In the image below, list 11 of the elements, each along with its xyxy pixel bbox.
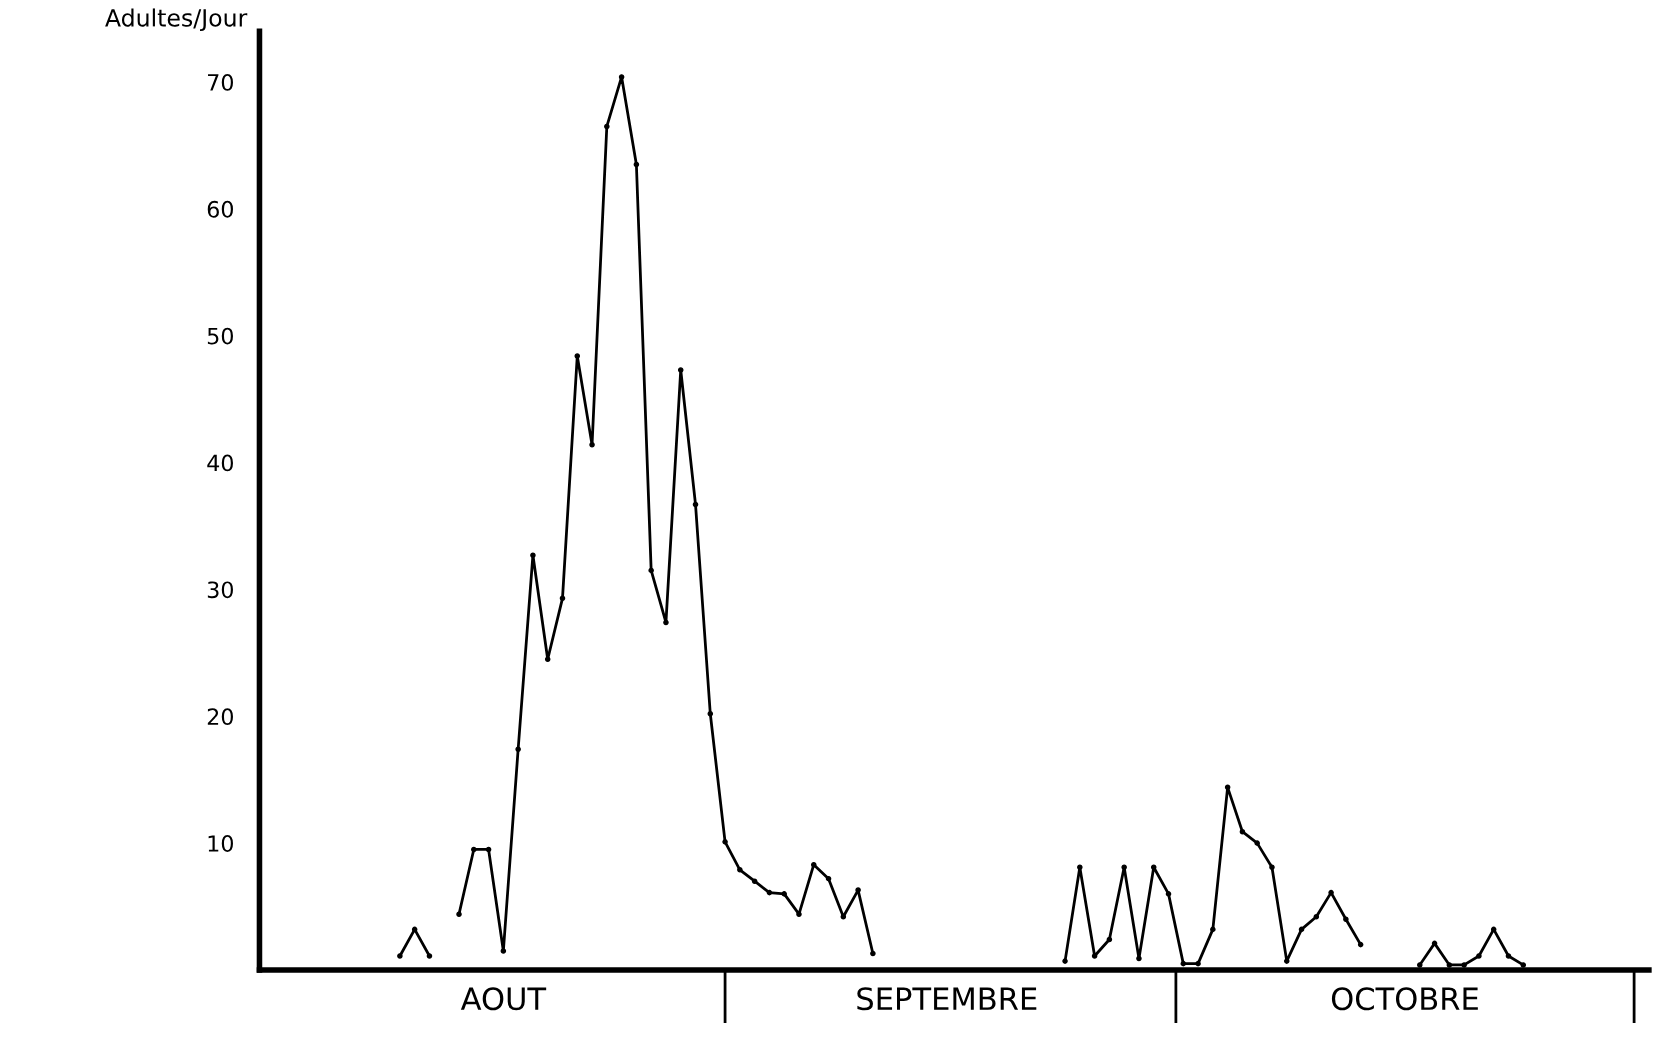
x-tick-label: AOUT <box>460 987 547 1011</box>
y-tick-label: 10 <box>208 835 233 852</box>
y-tick-label: 20 <box>207 708 233 726</box>
y-tick-label: 70 <box>208 73 233 91</box>
y-tick-label: 30 <box>207 581 233 599</box>
y-tick-label: 50 <box>207 327 233 345</box>
y-tick-label: 60 <box>207 200 233 218</box>
y-axis-title: Adultes/Jour <box>105 8 248 32</box>
x-tick-label: OCTOBRE <box>1331 987 1478 1011</box>
x-tick-label: SEPTEMBRE <box>857 987 1037 1011</box>
y-tick-label: 40 <box>207 454 233 472</box>
